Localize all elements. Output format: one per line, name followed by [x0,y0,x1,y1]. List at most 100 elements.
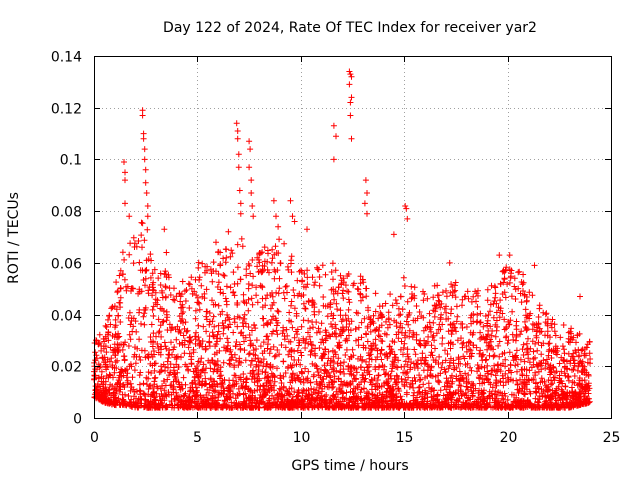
data-point [438,311,445,318]
data-point [342,352,349,358]
data-point [442,357,449,364]
data-point [484,362,491,369]
data-point [226,404,233,411]
data-point [420,381,427,388]
data-point [179,278,186,285]
data-point [99,398,106,405]
data-point [345,315,352,322]
data-point [248,177,255,184]
data-point [185,367,192,374]
data-point [375,328,382,334]
data-point [176,327,183,333]
data-point [447,404,454,411]
data-point [122,200,128,207]
data-point [447,321,454,328]
data-point [243,266,250,273]
data-point [236,341,243,348]
data-point [354,384,361,391]
data-point [211,366,218,373]
data-point [122,169,128,176]
data-point [232,402,239,409]
data-point [540,309,547,316]
data-point [113,279,120,286]
data-point [253,337,260,344]
data-point [247,370,254,377]
data-point [313,395,320,402]
data-point [448,331,455,338]
data-point [223,301,230,308]
data-point [214,358,221,364]
data-point [152,374,159,381]
data-point [220,401,227,408]
data-point [561,346,567,353]
data-point [441,398,448,405]
data-point [568,325,575,332]
data-point [447,310,454,317]
data-point [159,289,166,296]
data-point [435,372,442,379]
data-point [252,325,259,332]
data-point [250,351,257,358]
data-point [482,313,489,319]
data-point [521,384,528,391]
data-point [230,329,237,336]
data-point [470,342,477,349]
data-point [131,353,137,360]
data-point [473,298,479,305]
data-point [330,368,337,375]
data-point [449,284,456,290]
data-point [486,388,493,395]
data-point [333,367,340,374]
data-point [121,256,128,263]
data-point [328,321,334,327]
data-point [247,270,254,277]
data-point [431,337,438,344]
data-point [173,377,180,384]
data-point [296,389,302,396]
data-point [207,318,213,325]
data-point [269,392,275,399]
data-point [324,360,331,367]
data-point [422,342,429,349]
data-point [248,357,255,364]
data-point [465,295,472,302]
data-point [329,347,336,354]
data-point [360,372,367,379]
data-point [262,295,269,302]
data-point [136,309,143,316]
data-point [102,322,109,329]
data-point [343,346,350,353]
data-point [98,368,105,375]
data-point [513,322,520,329]
data-point [120,341,127,348]
data-point [558,386,565,393]
data-point [119,271,126,278]
data-point [268,330,275,337]
data-point [320,350,327,357]
data-point [330,383,337,390]
data-point [298,323,305,330]
data-point [456,378,463,384]
data-point [413,361,420,367]
data-point [477,319,483,326]
data-point [276,285,283,292]
data-point [155,345,162,351]
data-point [147,274,154,281]
data-point [564,373,571,380]
data-point [136,259,143,266]
data-point [291,334,298,341]
data-point [437,316,444,323]
data-point [493,327,500,334]
data-point [302,365,309,372]
data-point [227,253,234,260]
data-point [474,362,481,368]
data-point [126,309,133,316]
data-point [135,238,142,244]
data-point [264,379,271,386]
data-point [502,379,509,386]
data-point [164,358,171,365]
data-point [444,351,451,357]
data-point [460,399,467,406]
data-point [414,315,421,322]
